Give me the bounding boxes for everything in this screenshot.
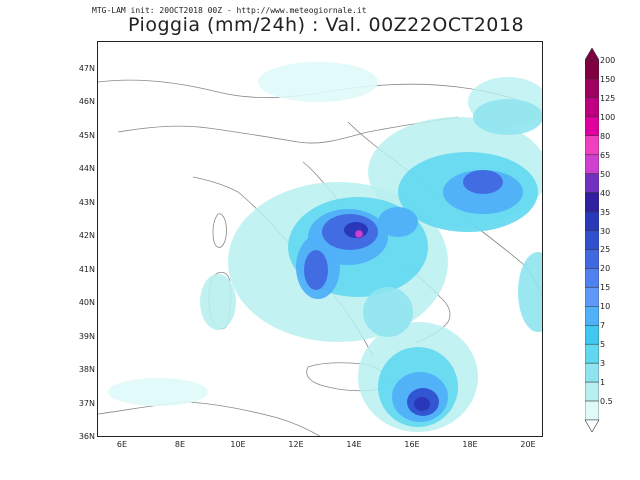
lat-label: 42N [78, 231, 95, 240]
colorbar-swatch [585, 154, 599, 174]
colorbar-swatch [585, 287, 599, 307]
colorbar-label: 3 [600, 359, 606, 369]
colorbar-label: 50 [600, 169, 611, 179]
lon-label: 8E [174, 440, 186, 449]
lon-label: 6E [116, 440, 128, 449]
lat-label: 41N [78, 265, 95, 274]
colorbar-swatch [585, 192, 599, 212]
colorbar-label: 1 [600, 378, 606, 388]
colorbar-label: 7 [600, 321, 606, 331]
colorbar-swatch [585, 78, 599, 99]
colorbar-label: 100 [600, 112, 616, 122]
lat-label: 44N [78, 164, 95, 173]
colorbar-swatch [585, 306, 599, 326]
lat-label: 38N [78, 365, 95, 374]
colorbar-label: 10 [600, 302, 611, 312]
map-frame [97, 41, 543, 437]
colorbar-swatch [585, 173, 599, 193]
colorbar-label: 125 [600, 93, 616, 103]
lat-label: 45N [78, 131, 95, 140]
lat-label: 37N [78, 399, 95, 408]
lon-label: 20E [520, 440, 536, 449]
colorbar-swatch [585, 135, 599, 155]
precip-map [98, 62, 542, 436]
colorbar-label: 25 [600, 245, 611, 255]
colorbar-label: 30 [600, 226, 611, 236]
color-legend [585, 48, 599, 432]
lat-label: 43N [78, 198, 95, 207]
map-title: Pioggia (mm/24h) : Val. 00Z22OCT2018 [128, 14, 525, 36]
colorbar-label: 40 [600, 188, 611, 198]
colorbar-swatch [585, 59, 599, 80]
colorbar-swatch [585, 362, 599, 383]
colorbar-scale [585, 48, 599, 432]
lon-label: 12E [288, 440, 304, 449]
lat-label: 40N [78, 298, 95, 307]
colorbar-swatch [585, 325, 599, 345]
colorbar-swatch [585, 116, 599, 137]
colorbar-swatch [585, 400, 599, 421]
colorbar-swatch [585, 381, 599, 402]
colorbar-swatch [585, 230, 599, 250]
precip-field [108, 62, 542, 432]
lon-label: 14E [346, 440, 362, 449]
lat-label: 39N [78, 332, 95, 341]
colorbar-swatch [585, 211, 599, 231]
colorbar-bottom-arrow [585, 419, 599, 432]
colorbar-swatch [585, 97, 599, 118]
colorbar-swatch [585, 268, 599, 288]
lon-label: 10E [230, 440, 246, 449]
colorbar-label: 20 [600, 264, 611, 274]
colorbar-label: 0.5 [600, 397, 613, 407]
colorbar-swatch [585, 249, 599, 269]
lat-label: 46N [78, 97, 95, 106]
lon-label: 18E [462, 440, 478, 449]
lat-label: 47N [78, 64, 95, 73]
colorbar-label: 65 [600, 150, 611, 160]
lon-label: 16E [404, 440, 420, 449]
colorbar-label: 15 [600, 283, 611, 293]
colorbar-top-arrow [585, 48, 599, 61]
colorbar-label: 5 [600, 340, 606, 350]
colorbar-swatch [585, 343, 599, 364]
colorbar-label: 150 [600, 74, 616, 84]
colorbar-label: 80 [600, 131, 611, 141]
lat-label: 36N [78, 432, 95, 441]
run-info-text: MTG-LAM init: 20OCT2018 00Z - http://www… [92, 6, 367, 15]
colorbar-label: 200 [600, 56, 616, 65]
colorbar-label: 35 [600, 207, 611, 217]
